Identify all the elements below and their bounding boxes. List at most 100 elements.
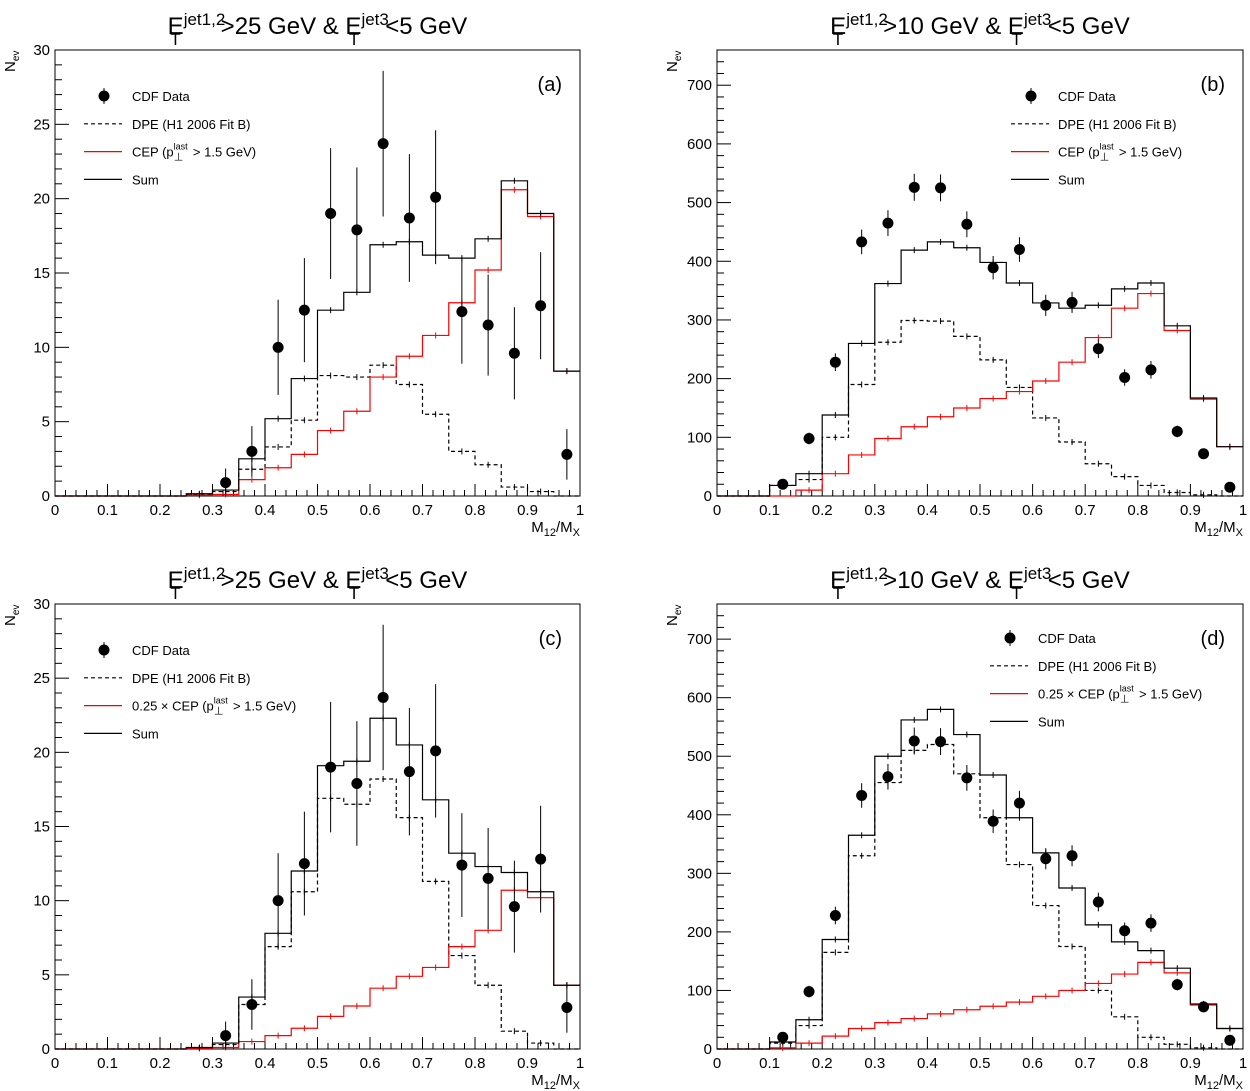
x-tick-label: 0.5 (307, 502, 328, 519)
legend-dpe-label: DPE (H1 2006 Fit B) (1038, 659, 1157, 674)
y-tick-label: 200 (687, 924, 712, 941)
title-sub1: T (833, 30, 843, 49)
y-axis-label-main: N (664, 615, 681, 626)
data-point (961, 218, 973, 230)
data-point (246, 445, 258, 457)
legend-text: 0.25 × CEP (p (132, 699, 214, 714)
y-tick-label: 100 (687, 982, 712, 999)
data-point (351, 224, 363, 236)
y-axis-label: Nev (2, 605, 22, 626)
legend-sup: last (1120, 684, 1135, 694)
data-point (456, 306, 468, 318)
x-tick-label: 0.6 (360, 1055, 381, 1072)
chart-title: Ejet1,2 T >10 GeV & Ejet3 T <5 GeV (830, 564, 1130, 603)
data-point (1013, 244, 1025, 256)
x-axis-label-sub1: 12 (544, 527, 556, 539)
title-sup2: jet3 (1023, 564, 1051, 583)
x-axis-label: M12/MX (531, 1072, 580, 1091)
panel-label: (c) (539, 628, 562, 650)
x-tick-label: 0.2 (150, 502, 171, 519)
data-point (272, 895, 284, 907)
x-axis-label-sub2: X (1236, 527, 1244, 539)
x-tick-label: 0.5 (970, 502, 991, 519)
x-tick-label: 0.7 (412, 1055, 433, 1072)
legend-dpe-label: DPE (H1 2006 Fit B) (1058, 117, 1177, 132)
y-tick-label: 0 (704, 1041, 712, 1058)
data-point (403, 212, 415, 224)
data-point (220, 477, 232, 489)
y-tick-label: 20 (33, 191, 50, 208)
legend-text: DPE (H1 2006 Fit B) (1058, 117, 1177, 132)
sum-histogram (55, 717, 580, 1050)
data-point (987, 815, 999, 827)
legend-perp: ⊥ (1100, 152, 1110, 164)
data-point (882, 217, 894, 229)
title-e1: E (830, 13, 846, 40)
x-tick-label: 0.7 (1075, 1055, 1096, 1072)
data-point (856, 236, 868, 248)
data-point (1040, 853, 1052, 865)
title-sup2: jet3 (360, 10, 388, 29)
x-axis-label-m2: /M (556, 519, 573, 536)
legend-post: > 1.5 GeV) (229, 699, 296, 714)
data-point (430, 745, 442, 757)
data-point (272, 341, 284, 353)
x-axis-label-sub2: X (573, 527, 581, 539)
legend-perp: ⊥ (1120, 694, 1130, 706)
data-point (777, 478, 789, 490)
data-point (298, 304, 310, 316)
y-tick-label: 5 (42, 414, 50, 431)
legend-perp: ⊥ (174, 152, 184, 164)
y-tick-label: 300 (687, 865, 712, 882)
x-tick-label: 0.3 (864, 1055, 885, 1072)
x-tick-label: 0.6 (1022, 1055, 1043, 1072)
legend-sum-label: Sum (1058, 172, 1085, 187)
y-tick-label: 10 (33, 893, 50, 910)
x-axis-label-sub2: X (1236, 1080, 1244, 1091)
data-point (1040, 299, 1052, 311)
legend-text: CEP (p (132, 145, 174, 160)
y-tick-label: 30 (33, 42, 50, 59)
x-tick-label: 0.6 (360, 502, 381, 519)
legend-text: 0.25 × CEP (p (1038, 687, 1120, 702)
x-tick-label: 0.9 (1180, 1055, 1201, 1072)
legend-cep-label: CEP (plast ⊥ > 1.5 GeV) (1058, 142, 1182, 164)
y-tick-label: 0 (704, 488, 712, 505)
title-sub2: T (1011, 584, 1021, 603)
title-end: <5 GeV (1048, 13, 1130, 40)
data-point (1198, 448, 1210, 460)
chart-title: Ejet1,2 T >10 GeV & Ejet3 T <5 GeV (830, 10, 1130, 49)
legend-sum-label: Sum (1038, 714, 1065, 729)
legend-post: > 1.5 GeV) (1115, 145, 1182, 160)
y-tick-label: 700 (687, 631, 712, 648)
data-point (935, 736, 947, 748)
data-point (298, 858, 310, 870)
plot-frame (716, 603, 1244, 1050)
data-point (829, 910, 841, 921)
data-point (1224, 1034, 1236, 1046)
title-sub2: T (1011, 30, 1021, 49)
sum-histogram (717, 708, 1243, 1050)
legend-post: > 1.5 GeV) (189, 145, 256, 160)
data-point (535, 300, 547, 312)
data-point (325, 761, 337, 773)
x-tick-label: 0.4 (917, 502, 938, 519)
legend-data-label: CDF Data (132, 643, 191, 658)
data-point (1145, 917, 1157, 929)
x-tick-label: 0.4 (255, 502, 276, 519)
legend-sum-label: Sum (132, 726, 159, 741)
y-axis-label: Nev (664, 605, 684, 626)
dpe-histogram (717, 743, 1243, 1050)
data-point (220, 1030, 232, 1042)
data-point (456, 859, 468, 871)
chart-panel-2: 0 0.1 0.2 0.3 0.4 0.5 0.6 0.7 0.8 0.9 1 0 100 200 300 4… (664, 10, 1247, 539)
x-tick-label: 1 (1239, 502, 1247, 519)
x-axis-label-sub2: X (573, 1080, 581, 1091)
x-axis-label: M12/MX (1194, 519, 1243, 539)
data-point (325, 208, 337, 220)
x-tick-label: 0.3 (864, 502, 885, 519)
data-point (561, 1001, 573, 1013)
x-tick-label: 0.8 (465, 502, 486, 519)
x-axis-label-sub1: 12 (1207, 1080, 1219, 1091)
y-axis-label: Nev (664, 51, 684, 72)
